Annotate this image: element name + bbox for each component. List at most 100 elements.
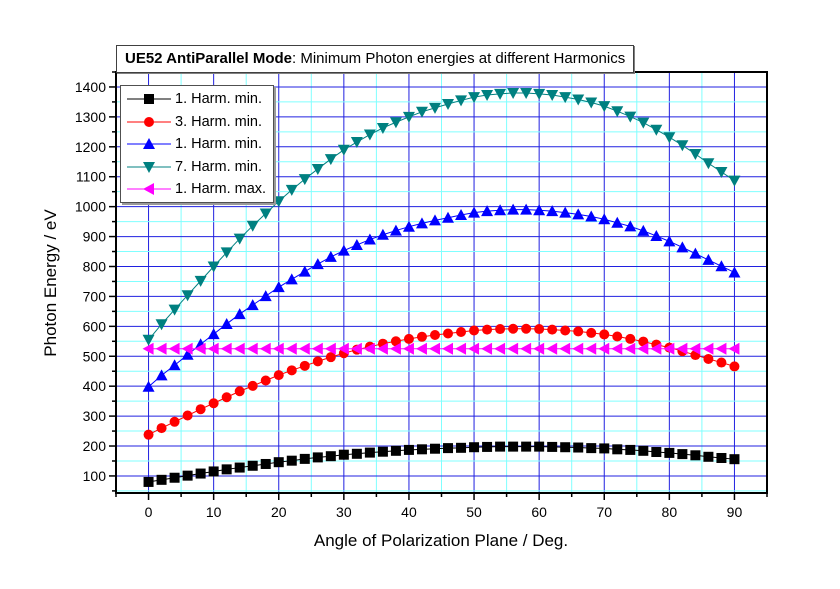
chart-title: UE52 AntiParallel Mode: Minimum Photon e… xyxy=(116,45,635,73)
data-point xyxy=(181,342,193,355)
data-point xyxy=(586,443,597,454)
data-point xyxy=(468,342,480,355)
data-point xyxy=(311,258,324,270)
x-tick-label: 50 xyxy=(466,504,482,520)
data-point xyxy=(520,203,533,215)
data-point xyxy=(559,92,572,104)
data-point xyxy=(233,233,246,245)
data-point xyxy=(455,95,468,107)
data-point xyxy=(298,265,311,277)
data-point xyxy=(286,455,297,466)
y-tick-label: 1300 xyxy=(75,109,106,125)
data-point xyxy=(637,224,650,236)
data-point xyxy=(690,450,701,461)
data-point xyxy=(195,404,206,415)
data-point xyxy=(272,342,284,355)
data-point xyxy=(298,342,310,355)
data-point xyxy=(716,357,727,368)
data-point xyxy=(415,342,427,355)
data-point xyxy=(586,327,597,338)
data-point xyxy=(650,124,663,136)
legend-marker-icon xyxy=(127,138,171,150)
data-point xyxy=(350,342,362,355)
data-point xyxy=(156,474,167,485)
data-point xyxy=(325,352,336,363)
data-point xyxy=(494,88,507,100)
y-tick-label: 500 xyxy=(83,348,107,364)
y-tick-label: 1200 xyxy=(75,139,106,155)
data-point xyxy=(156,423,167,434)
data-point xyxy=(676,140,689,152)
chart-title-rest: : Minimum Photon energies at different H… xyxy=(292,50,626,67)
y-tick-label: 300 xyxy=(83,408,107,424)
data-point xyxy=(638,336,649,347)
data-point xyxy=(208,466,219,477)
data-point xyxy=(520,87,533,99)
data-point xyxy=(546,90,559,102)
data-point xyxy=(220,317,233,329)
data-point xyxy=(494,342,506,355)
data-point xyxy=(246,342,258,355)
data-point xyxy=(168,304,181,316)
y-tick-label: 100 xyxy=(83,468,107,484)
data-point xyxy=(612,331,623,342)
data-point xyxy=(495,324,506,335)
data-point xyxy=(469,325,480,336)
data-point xyxy=(650,229,663,241)
data-point xyxy=(181,290,194,302)
data-point xyxy=(324,342,336,355)
data-point xyxy=(443,443,454,454)
data-point xyxy=(286,365,297,376)
data-point xyxy=(364,447,375,458)
data-point xyxy=(559,206,572,218)
data-point xyxy=(155,342,167,355)
data-point xyxy=(534,441,545,452)
data-point xyxy=(428,102,441,114)
data-point xyxy=(572,208,585,220)
data-point xyxy=(638,445,649,456)
data-point xyxy=(573,326,584,337)
series-1 xyxy=(143,441,740,487)
data-point xyxy=(415,217,428,229)
series-line xyxy=(148,92,735,341)
data-point xyxy=(416,444,427,455)
x-tick-label: 80 xyxy=(662,504,678,520)
data-point xyxy=(456,442,467,453)
legend-item: 1. Harm. min. xyxy=(121,133,273,156)
data-point xyxy=(311,342,323,355)
data-point xyxy=(611,216,624,228)
legend-label: 1. Harm. max. xyxy=(175,181,267,198)
data-point xyxy=(168,342,180,355)
data-point xyxy=(703,353,714,364)
legend-marker xyxy=(144,116,154,127)
data-point xyxy=(585,342,597,355)
y-axis-title: Photon Energy / eV xyxy=(41,209,60,357)
legend-marker xyxy=(143,183,154,196)
data-point xyxy=(311,163,324,175)
data-point xyxy=(429,330,440,341)
data-point xyxy=(702,342,714,355)
data-point xyxy=(220,342,232,355)
data-point xyxy=(337,144,350,156)
data-point xyxy=(716,452,727,463)
data-point xyxy=(624,111,637,123)
data-point xyxy=(246,299,259,311)
data-point xyxy=(729,454,740,465)
x-tick-label: 20 xyxy=(271,504,287,520)
data-point xyxy=(599,443,610,454)
data-point xyxy=(611,342,623,355)
data-point xyxy=(559,342,571,355)
data-point xyxy=(599,329,610,340)
data-point xyxy=(402,342,414,355)
series-line xyxy=(148,328,735,436)
axes: 0 10 20 30 40 50 60 70 80 90 100 200 300 400 500 600 700… xyxy=(75,71,768,520)
y-tick-label: 1400 xyxy=(75,79,106,95)
data-point xyxy=(598,342,610,355)
data-point xyxy=(143,429,154,440)
data-point xyxy=(547,441,558,452)
legend-marker xyxy=(143,138,155,150)
data-point xyxy=(389,342,401,355)
data-point xyxy=(547,324,558,335)
data-point xyxy=(428,342,440,355)
